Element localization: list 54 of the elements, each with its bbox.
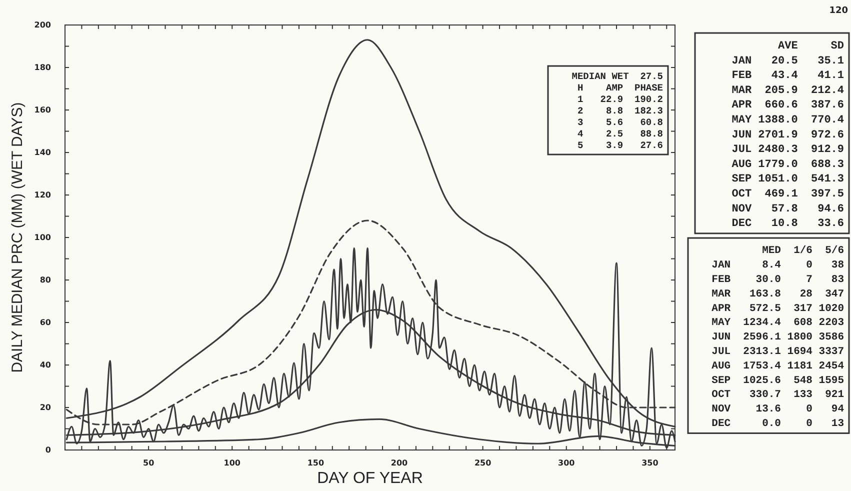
annotation: 2 8.8 182.3: [572, 105, 664, 116]
text: AUG 1753.4 1181 2454: [712, 360, 844, 372]
annotation: 4 2.5 88.8: [572, 128, 664, 140]
x-axis-title: DAY OF YEAR: [317, 470, 423, 487]
y-tick-label: 60: [40, 318, 52, 328]
annotation: 3 5.6 60.8: [572, 116, 664, 128]
x-tick-label: 350: [642, 458, 659, 468]
y-tick-label: 80: [40, 276, 52, 285]
y-tick-label: 0: [45, 446, 52, 455]
annotation: 1 22.9 190.2: [572, 94, 664, 105]
text: APR 572.5 317 1020: [712, 302, 844, 315]
text: 120: [829, 6, 848, 16]
text: FEB 30.0 7 83: [712, 274, 844, 286]
text: MAY 1388.0 770.4: [732, 114, 844, 127]
text: MAR 163.8 28 347: [712, 288, 844, 300]
y-tick-label: 40: [40, 360, 52, 370]
text: DEC 0.0 0 13: [712, 418, 844, 430]
y-axis-title: DAILY MEDIAN PRC (MM) (WET DAYS): [9, 102, 26, 373]
annotation: MEDIAN WET 27.5: [572, 70, 664, 82]
y-tick-label: 200: [34, 20, 52, 30]
text: MED 1/6 5/6: [712, 245, 844, 258]
y-tick-label: 180: [34, 63, 52, 72]
text: NOV 57.8 94.6: [732, 203, 844, 216]
text: OCT 469.1 397.5: [732, 188, 844, 201]
text: SEP 1051.0 541.3: [732, 174, 844, 186]
text: NOV 13.6 0 94: [712, 404, 844, 416]
y-tick-label: 100: [34, 233, 52, 242]
text: JAN 20.5 35.1: [732, 55, 844, 68]
text: AUG 1779.0 688.3: [732, 158, 844, 171]
x-tick-label: 200: [390, 458, 408, 468]
text: JUN 2596.1 1800 3586: [712, 332, 844, 344]
text: JAN 8.4 0 38: [712, 260, 844, 272]
x-tick-label: 50: [142, 458, 155, 468]
text: APR 660.6 387.6: [732, 100, 844, 112]
text: JUN 2701.9 972.6: [732, 129, 844, 142]
x-tick-label: 250: [474, 458, 492, 468]
y-tick-label: 140: [34, 148, 52, 158]
text: DEC 10.8 33.6: [732, 218, 844, 230]
x-tick-label: 300: [558, 458, 576, 468]
text: SEP 1025.6 548 1595: [712, 374, 844, 387]
y-tick-label: 160: [34, 106, 52, 115]
x-tick-label: 100: [224, 458, 241, 468]
annotation: H AMP PHASE: [572, 82, 664, 94]
y-tick-label: 120: [34, 190, 52, 200]
y-tick-label: 20: [40, 403, 52, 412]
text: JUL 2313.1 1694 3337: [712, 346, 844, 358]
x-tick-label: 150: [307, 458, 324, 468]
text: MAR 205.9 212.4: [732, 84, 844, 97]
annotation: 5 3.9 27.6: [572, 140, 664, 151]
text: JUL 2480.3 912.9: [732, 144, 844, 156]
text: FEB 43.4 41.1: [732, 70, 844, 82]
text: AVE SD: [732, 40, 844, 53]
text: MAY 1234.4 608 2203: [712, 317, 844, 330]
text: OCT 330.7 133 921: [712, 389, 844, 402]
